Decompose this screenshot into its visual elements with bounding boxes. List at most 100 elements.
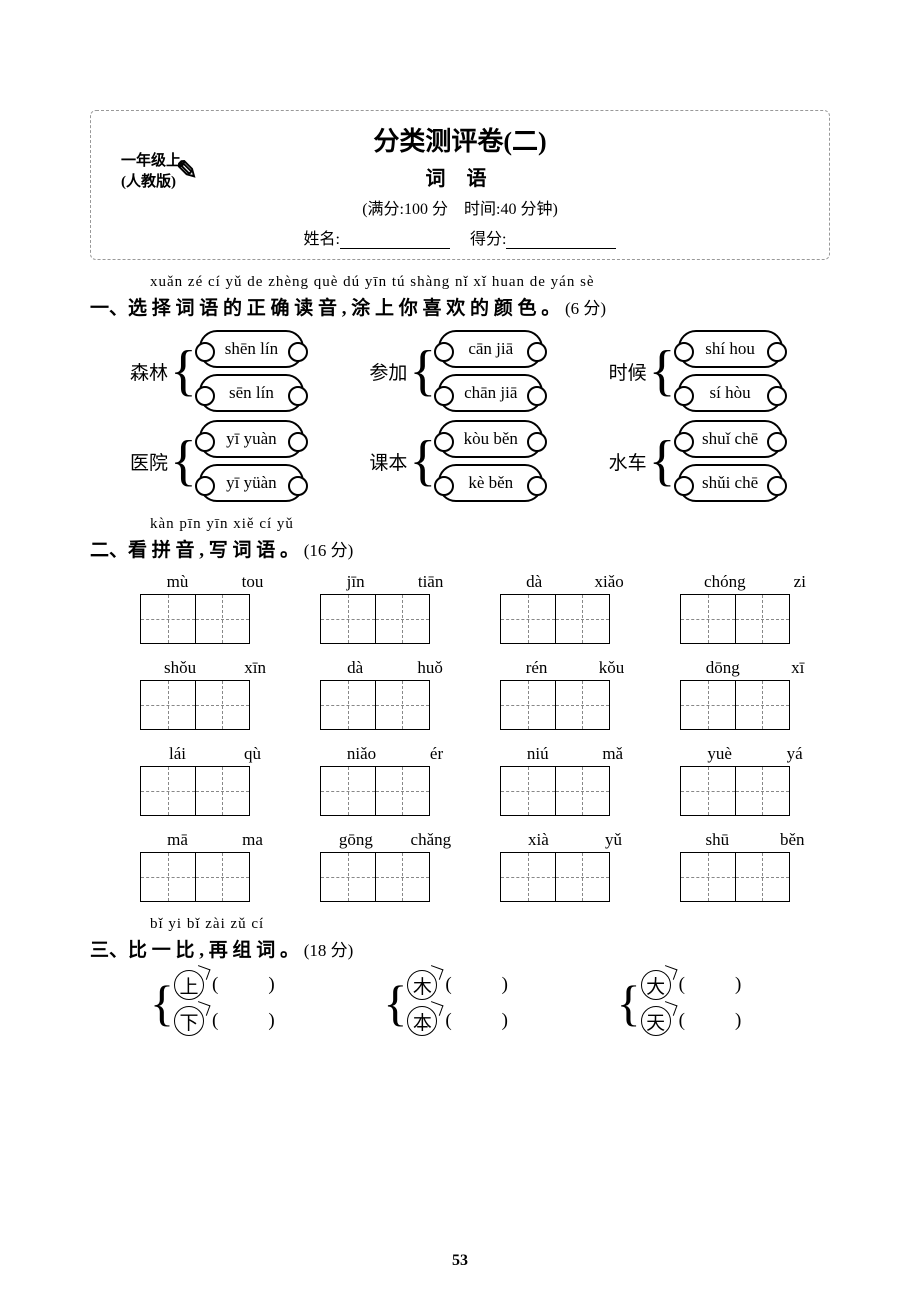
tianzige-cell[interactable] (376, 853, 430, 901)
q1-option-cloud[interactable]: sí hòu (678, 374, 783, 412)
tianzige-cell[interactable] (501, 853, 556, 901)
q3-answer-paren[interactable]: ( (445, 974, 501, 996)
q1-option-cloud[interactable]: cān jiā (438, 330, 543, 368)
score-blank[interactable] (506, 233, 616, 249)
tianzige-pair[interactable] (140, 594, 250, 644)
q1-option-cloud[interactable]: shuǐ chē (678, 420, 783, 458)
tianzige-cell[interactable] (321, 767, 376, 815)
q1-option-cloud[interactable]: shǔi chē (678, 464, 783, 502)
name-label: 姓名: (304, 231, 340, 248)
q1-pinyin: xuǎn zé cí yǔ de zhèng què dú yīn tú shà… (150, 274, 830, 291)
brace-icon: { (649, 433, 676, 489)
q1-option-cloud[interactable]: shí hou (678, 330, 783, 368)
tianzige-cell[interactable] (736, 595, 790, 643)
tianzige-cell[interactable] (681, 681, 736, 729)
q1-option-cloud[interactable]: chān jiā (438, 374, 543, 412)
tianzige-pair[interactable] (500, 852, 610, 902)
q2-heading-text: 二、看 拼 音 , 写 词 语 。 (90, 540, 299, 561)
q2-item: gōngchǎng (320, 830, 470, 902)
tianzige-cell[interactable] (376, 595, 430, 643)
q1-option-cloud[interactable]: yī yuàn (199, 420, 304, 458)
tianzige-pair[interactable] (140, 852, 250, 902)
page-number: 53 (0, 1252, 920, 1270)
q1-points: (6 分) (565, 299, 606, 318)
grade-tag: 一年级上 (人教版) ✎ (121, 151, 181, 193)
tianzige-cell[interactable] (376, 681, 430, 729)
tianzige-cell[interactable] (556, 853, 610, 901)
q1-option-cloud[interactable]: sēn lín (199, 374, 304, 412)
q2-pinyin-pair: shǒuxīn (140, 658, 290, 678)
tianzige-pair[interactable] (140, 680, 250, 730)
q2-item: jīntiān (320, 572, 470, 644)
tianzige-pair[interactable] (500, 594, 610, 644)
tianzige-cell[interactable] (556, 681, 610, 729)
tianzige-cell[interactable] (321, 853, 376, 901)
q3-answer-paren[interactable]: ( (212, 974, 268, 996)
q3-answer-paren[interactable]: ( (445, 1010, 501, 1032)
tianzige-cell[interactable] (501, 767, 556, 815)
q1-word-label: 课本 (369, 448, 407, 475)
q1-word-label: 医院 (130, 448, 168, 475)
tianzige-cell[interactable] (196, 853, 250, 901)
exam-meta: (满分:100 分 时间:40 分钟) (111, 195, 809, 219)
name-blank[interactable] (340, 233, 450, 249)
q3-answer-paren[interactable]: ( (212, 1010, 268, 1032)
q3-row: 本() (407, 1006, 508, 1036)
q3-points: (18 分) (304, 941, 354, 960)
q2-item: niǎoér (320, 744, 470, 816)
tianzige-cell[interactable] (141, 595, 196, 643)
tianzige-pair[interactable] (320, 852, 430, 902)
q3-close-paren: ) (268, 1010, 274, 1032)
q1-item: 参加{cān jiāchān jiā (369, 330, 590, 412)
q2-item: mùtou (140, 572, 290, 644)
question-1: xuǎn zé cí yǔ de zhèng què dú yīn tú shà… (90, 274, 830, 502)
tianzige-cell[interactable] (681, 767, 736, 815)
tianzige-cell[interactable] (736, 767, 790, 815)
q3-heading: 三、比 一 比 , 再 组 词 。 (18 分) (90, 935, 830, 962)
tianzige-cell[interactable] (556, 767, 610, 815)
tianzige-cell[interactable] (556, 595, 610, 643)
tianzige-cell[interactable] (681, 853, 736, 901)
tianzige-pair[interactable] (500, 766, 610, 816)
q3-char: 大 (641, 970, 671, 1000)
q1-options: shēn lín sēn lín (199, 330, 304, 412)
q1-option-cloud[interactable]: yī yüàn (199, 464, 304, 502)
q1-options: kòu běn kè běn (438, 420, 543, 502)
tianzige-cell[interactable] (321, 595, 376, 643)
grade-line2: (人教版) (121, 174, 176, 190)
tianzige-pair[interactable] (680, 766, 790, 816)
tianzige-pair[interactable] (680, 680, 790, 730)
tianzige-cell[interactable] (681, 595, 736, 643)
q1-option-cloud[interactable]: kòu běn (438, 420, 543, 458)
tianzige-cell[interactable] (141, 681, 196, 729)
tianzige-cell[interactable] (501, 681, 556, 729)
tianzige-pair[interactable] (320, 766, 430, 816)
tianzige-cell[interactable] (196, 595, 250, 643)
tianzige-cell[interactable] (376, 767, 430, 815)
q3-answer-paren[interactable]: ( (679, 974, 735, 996)
tianzige-pair[interactable] (500, 680, 610, 730)
q2-item: dàxiǎo (500, 572, 650, 644)
tianzige-cell[interactable] (501, 595, 556, 643)
q2-pinyin-pair: dàhuǒ (320, 658, 470, 678)
q3-row: 大() (641, 970, 742, 1000)
q3-answer-paren[interactable]: ( (679, 1010, 735, 1032)
tianzige-cell[interactable] (141, 767, 196, 815)
tianzige-pair[interactable] (320, 594, 430, 644)
tianzige-cell[interactable] (141, 853, 196, 901)
tianzige-cell[interactable] (196, 681, 250, 729)
q1-option-cloud[interactable]: shēn lín (199, 330, 304, 368)
q2-pinyin-pair: niúmǎ (500, 744, 650, 764)
q2-pinyin-pair: láiqù (140, 744, 290, 764)
tianzige-cell[interactable] (736, 681, 790, 729)
q2-item: yuèyá (680, 744, 830, 816)
tianzige-pair[interactable] (680, 852, 790, 902)
tianzige-pair[interactable] (140, 766, 250, 816)
tianzige-pair[interactable] (680, 594, 790, 644)
q1-option-cloud[interactable]: kè běn (438, 464, 543, 502)
q2-pinyin-pair: dàxiǎo (500, 572, 650, 592)
tianzige-cell[interactable] (196, 767, 250, 815)
tianzige-cell[interactable] (321, 681, 376, 729)
tianzige-cell[interactable] (736, 853, 790, 901)
tianzige-pair[interactable] (320, 680, 430, 730)
